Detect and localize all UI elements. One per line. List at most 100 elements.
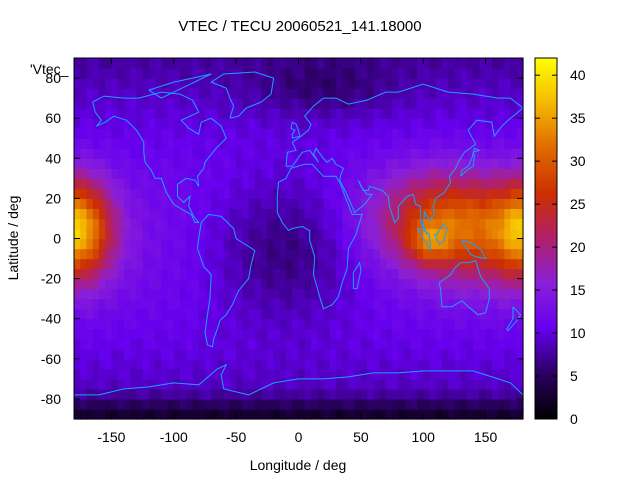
heatmap-cell — [223, 58, 231, 69]
heatmap-cell — [292, 278, 300, 290]
heatmap-cell — [267, 368, 275, 380]
heatmap-cell — [392, 208, 399, 220]
heatmap-cell — [123, 258, 131, 270]
heatmap-cell — [354, 308, 362, 320]
heatmap-cell — [423, 118, 431, 129]
heatmap-cell — [473, 238, 480, 250]
heatmap-cell — [111, 248, 119, 260]
heatmap-cell — [298, 308, 306, 320]
heatmap-cell — [329, 88, 337, 99]
heatmap-cell — [342, 168, 349, 179]
heatmap-cell — [229, 148, 237, 159]
heatmap-cell — [373, 358, 381, 370]
heatmap-cell — [211, 168, 219, 179]
heatmap-cell — [198, 168, 206, 179]
heatmap-cell — [248, 88, 256, 99]
heatmap-cell — [86, 358, 94, 370]
heatmap-cell — [254, 328, 262, 340]
heatmap-cell — [130, 178, 137, 189]
heatmap-cell — [317, 298, 325, 310]
heatmap-cell — [398, 158, 406, 169]
heatmap-cell — [373, 188, 381, 199]
heatmap-cell — [360, 108, 368, 119]
heatmap-cell — [342, 258, 349, 270]
heatmap-cell — [441, 188, 449, 199]
heatmap-cell — [385, 188, 393, 199]
heatmap-cell — [304, 358, 312, 370]
heatmap-cell — [335, 158, 343, 169]
heatmap-cell — [130, 308, 137, 320]
heatmap-cell — [317, 78, 325, 89]
heatmap-cell — [105, 198, 113, 210]
heatmap-cell — [92, 218, 100, 230]
heatmap-cell — [360, 348, 368, 360]
heatmap-cell — [317, 388, 325, 400]
heatmap-cell — [473, 68, 480, 79]
heatmap-cell — [211, 298, 219, 310]
heatmap-cell — [198, 108, 206, 119]
heatmap-cell — [410, 198, 418, 210]
heatmap-cell — [491, 318, 499, 330]
heatmap-cell — [267, 308, 275, 320]
heatmap-cell — [223, 288, 231, 300]
heatmap-cell — [441, 158, 449, 169]
heatmap-cell — [423, 318, 431, 330]
heatmap-cell — [385, 58, 393, 69]
heatmap-cell — [105, 268, 113, 280]
indonesia-coast — [416, 228, 432, 251]
heatmap-cell — [130, 238, 137, 250]
heatmap-cell — [416, 258, 424, 270]
heatmap-cell — [167, 398, 175, 410]
heatmap-cell — [423, 358, 431, 370]
heatmap-cell — [86, 298, 94, 310]
heatmap-cell — [392, 278, 399, 290]
heatmap-cell — [466, 368, 474, 380]
heatmap-cell — [491, 378, 499, 390]
heatmap-cell — [504, 88, 512, 99]
heatmap-cell — [329, 128, 337, 139]
heatmap-cell — [155, 78, 162, 89]
heatmap-cell — [398, 128, 406, 139]
heatmap-cell — [223, 258, 231, 270]
heatmap-cell — [416, 298, 424, 310]
heatmap-cell — [248, 348, 256, 360]
heatmap-cell — [310, 88, 318, 99]
heatmap-cell — [448, 78, 456, 89]
heatmap-cell — [173, 278, 181, 290]
heatmap-cell — [286, 308, 293, 320]
heatmap-cell — [198, 268, 206, 280]
heatmap-cell — [173, 158, 181, 169]
africa-coast — [276, 163, 363, 310]
heatmap-cell — [435, 208, 443, 220]
heatmap-cell — [373, 368, 381, 380]
heatmap-cell — [229, 158, 237, 169]
heatmap-cell — [373, 328, 381, 340]
heatmap-cell — [261, 188, 268, 199]
heatmap-cell — [279, 378, 287, 390]
heatmap-cell — [117, 308, 125, 320]
heatmap-cell — [261, 358, 268, 370]
heatmap-cell — [485, 278, 493, 290]
heatmap-cell — [379, 138, 387, 149]
heatmap-cell — [310, 118, 318, 129]
heatmap-cell — [130, 398, 137, 410]
heatmap-cell — [173, 198, 181, 210]
heatmap-cell — [186, 238, 194, 250]
heatmap-cell — [504, 388, 512, 400]
heatmap-cell — [229, 308, 237, 320]
heatmap-cell — [148, 348, 156, 360]
heatmap-cell — [329, 78, 337, 89]
heatmap-cell — [479, 408, 487, 420]
heatmap-cell — [123, 358, 131, 370]
heatmap-cell — [186, 258, 194, 270]
heatmap-cell — [504, 248, 512, 260]
heatmap-cell — [473, 78, 480, 89]
heatmap-cell — [348, 328, 356, 340]
heatmap-cell — [435, 328, 443, 340]
heatmap-cell — [229, 58, 237, 69]
heatmap-cell — [273, 108, 281, 119]
heatmap-cell — [342, 248, 349, 260]
heatmap-cell — [460, 188, 468, 199]
heatmap-cell — [435, 128, 443, 139]
heatmap-cell — [142, 248, 150, 260]
